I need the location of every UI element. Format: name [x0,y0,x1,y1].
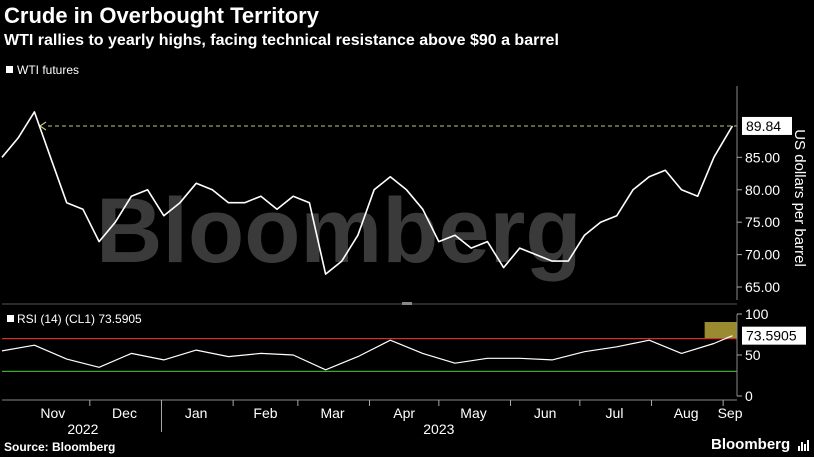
x-tick-label: Apr [393,405,415,421]
chart-subtitle: WTI rallies to yearly highs, facing tech… [4,32,559,49]
x-tick-label: Nov [40,405,65,421]
bloomberg-watermark: Bloomberg [96,180,582,282]
x-tick-label: Jan [185,405,208,421]
chart-title: Crude in Overbought Territory [4,3,319,28]
rsi-line [1,335,733,371]
x-tick-label: Jul [606,405,624,421]
legend-wti: WTI futures [6,63,79,77]
price-y-tick-label: 65.00 [745,279,780,295]
price-y-tick-label: 80.00 [745,182,780,198]
x-tick-label: Dec [112,405,137,421]
source-note: Source: Bloomberg [4,440,116,454]
bloomberg-terminal-icon [798,440,809,451]
x-tick-label: Jun [534,405,557,421]
legend-swatch [6,66,13,73]
price-y-tick-label: 85.00 [745,149,780,165]
legend-wti-label: WTI futures [17,63,80,77]
panel-resize-handle [402,302,412,305]
x-tick-label: Aug [674,405,699,421]
rsi-y-tick-label: 0 [745,388,753,404]
x-tick-label: Sep [718,405,743,421]
price-y-tick-label: 70.00 [745,247,780,263]
price-last-value-box [742,116,792,135]
rsi-y-tick-label: 50 [745,347,761,363]
price-y-tick-label: 75.00 [745,214,780,230]
wti-price-line [1,111,734,275]
legend-rsi-swatch [7,315,14,322]
year-label: 2022 [67,421,98,437]
rsi-last-value-box [742,326,806,345]
brand-logo-text: Bloomberg [711,436,791,453]
x-tick-label: Mar [320,405,344,421]
x-tick-label: May [460,405,486,421]
year-label: 2023 [423,421,454,437]
overbought-highlight-box [704,322,737,339]
rsi-y-tick-label: 100 [745,306,769,322]
price-last-value-label: 89.84 [746,118,781,134]
x-tick-label: Feb [253,405,277,421]
price-y-axis-label: US dollars per barrel [791,129,808,267]
rsi-last-value-label: 73.5905 [746,328,797,344]
legend-rsi-label: RSI (14) (CL1) 73.5905 [17,312,142,326]
